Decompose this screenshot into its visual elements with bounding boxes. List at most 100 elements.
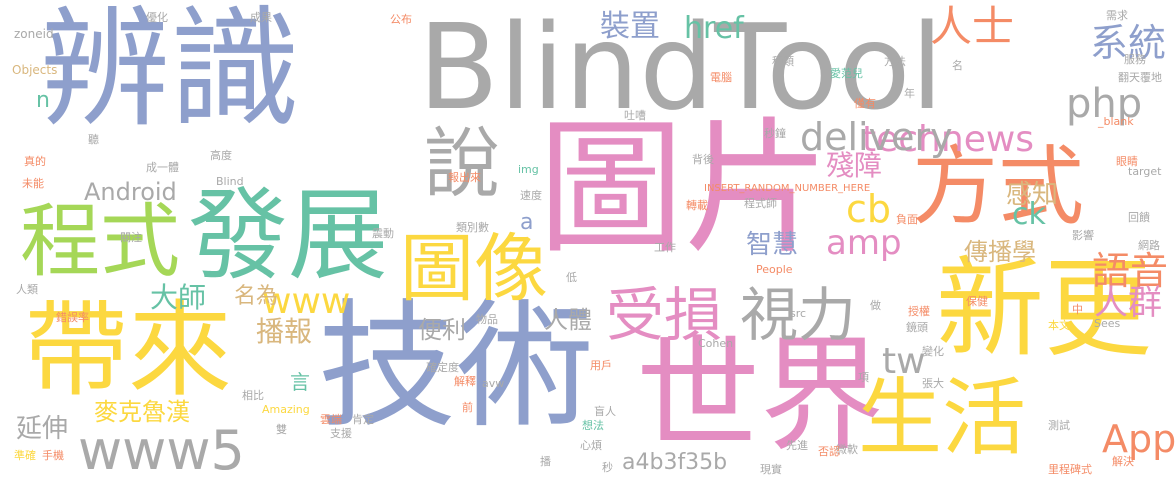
word-bianhua: 變化 <box>922 345 944 358</box>
word-jinyou: 僅有 <box>854 97 876 110</box>
word-mangren: 盲人 <box>594 405 616 418</box>
word-baochulai: 報出來 <box>448 171 481 184</box>
word-shouquan: 授權 <box>908 305 930 318</box>
word-src: src <box>790 307 807 320</box>
word-objects: Objects <box>12 63 58 77</box>
word-yunduan: 雲端 <box>320 413 342 426</box>
word-lichengbeishi: 里程碑式 <box>1048 463 1092 476</box>
word-leibieshu: 類別數 <box>456 221 489 234</box>
word-miao: 秒 <box>602 461 613 474</box>
word-fangshi: 方式 <box>912 137 1084 237</box>
word-zoneid: zoneid <box>14 27 54 41</box>
word-tucao: 吐嘈 <box>624 109 646 122</box>
word-bobao: 播報 <box>256 315 313 348</box>
word-sees: Sees <box>1094 317 1121 330</box>
word-tupian: 圖片 <box>538 104 830 274</box>
word-cuowulv: 錯誤率 <box>56 311 89 324</box>
word-shousun: 受損 <box>606 281 723 349</box>
word-xiang: 項 <box>858 371 869 384</box>
word-gaodu: 高度 <box>210 149 232 162</box>
word-delivery: delivery <box>800 115 953 159</box>
word-ming: 名 <box>952 59 963 72</box>
word-youhua: 優化 <box>146 11 168 24</box>
word-jiejue: 解決 <box>1112 455 1134 468</box>
word-wupin: 物品 <box>476 313 498 326</box>
word-yonghu: 用戶 <box>590 359 612 372</box>
word-gongzuo: 工作 <box>654 241 676 254</box>
word-fangfa: 方法 <box>884 55 906 68</box>
word-beihou: 背後 <box>692 153 714 166</box>
word-fumian: 負面 <box>896 213 918 226</box>
word-yuyin: 語音 <box>1092 249 1169 293</box>
word-dashi: 大師 <box>150 281 207 314</box>
word-maikeluhan: 麥克魯漢 <box>94 398 190 426</box>
word-renshi: 人士 <box>930 2 1015 51</box>
word-xitong: 系統 <box>1090 21 1167 65</box>
word-zhendong: 震動 <box>372 227 394 240</box>
word-chuanboxue: 傳播學 <box>964 238 1036 266</box>
word-zhuanzai: 轉載 <box>686 199 708 212</box>
word-huikui: 回饋 <box>1128 211 1150 224</box>
word-blind: Blind <box>216 175 244 188</box>
word-miaozhong: 秒鐘 <box>764 127 786 140</box>
word-chengshishi: 程式師 <box>744 197 777 210</box>
word-zhonglei: 種類 <box>772 55 794 68</box>
word-shijie: 世界 <box>636 324 885 468</box>
word-weineng: 未能 <box>22 177 44 190</box>
word-technews: technews <box>862 119 1035 160</box>
word-blindtool: BlindTool <box>418 0 944 136</box>
word-bo: 播 <box>540 455 551 468</box>
word-di: 低 <box>566 271 577 284</box>
word-insert-random: INSERT_RANDOM_NUMBER_HERE <box>704 183 871 194</box>
word-xuqiu: 需求 <box>1106 9 1128 22</box>
word-quedingdu: 確定度 <box>426 361 459 374</box>
word-guanzhu: 關注 <box>120 231 142 244</box>
word-chengyiti: 成一體 <box>146 161 179 174</box>
word-dailai: 帶來 <box>24 289 233 411</box>
word-qian: 前 <box>462 401 473 414</box>
word-xinfan: 心煩 <box>580 439 602 452</box>
word-ganzhi: 感知 <box>1006 180 1059 210</box>
word-yingxiang: 影響 <box>1072 229 1094 242</box>
word-zhende: 真的 <box>24 155 46 168</box>
word-shili: 視力 <box>740 281 857 349</box>
word-renti: 人體 <box>544 306 592 334</box>
word-zhihui: 智慧 <box>746 230 799 260</box>
word-benwen: 本文 <box>1048 319 1070 332</box>
word-img: img <box>518 163 539 176</box>
word-zhuangzhi: 裝置 <box>600 9 660 44</box>
word-zhangda: 張大 <box>922 377 944 390</box>
word-diannao: 電腦 <box>710 71 732 84</box>
word-fantianfudi: 翻天覆地 <box>1118 71 1162 84</box>
word-fuwu: 服務 <box>1124 53 1146 66</box>
word-jingtou: 鏡頭 <box>906 321 928 334</box>
word-target: target <box>1128 165 1162 178</box>
word-bianshi: 辨識 <box>40 0 301 145</box>
word-n: n <box>36 88 50 113</box>
word-xianshi: 現實 <box>760 463 782 476</box>
word-app: App <box>1102 417 1175 461</box>
word-cohen: Cohen <box>698 337 734 350</box>
word-people: People <box>756 263 793 276</box>
word-weiruan: 微軟 <box>836 443 858 456</box>
word-bianli: 便利 <box>418 316 466 344</box>
word-zhunque: 準確 <box>14 449 36 462</box>
word-yanjing: 眼睛 <box>1116 155 1138 168</box>
word-android: Android <box>84 178 177 206</box>
word-wanglu: 網路 <box>1138 239 1160 252</box>
word-amazing: Amazing <box>262 403 310 416</box>
word-renqun: 人群 <box>1094 283 1162 323</box>
word-chengguo: 成果 <box>250 11 272 24</box>
word-a4b3f35b: a4b3f35b <box>622 450 728 475</box>
word-xiangbi: 相比 <box>242 389 264 402</box>
word-ceshi: 測試 <box>1048 419 1070 432</box>
word-shuang: 雙 <box>276 423 287 436</box>
word-www5: www5 <box>78 419 245 482</box>
word-ck: ck <box>1012 197 1046 232</box>
word-shuo: 說 <box>424 119 500 208</box>
word-cb: cb <box>846 187 892 231</box>
word-chengshi: 程式 <box>20 195 180 288</box>
word-shouji: 手機 <box>42 449 64 462</box>
word-baojian: 保健 <box>966 295 988 308</box>
